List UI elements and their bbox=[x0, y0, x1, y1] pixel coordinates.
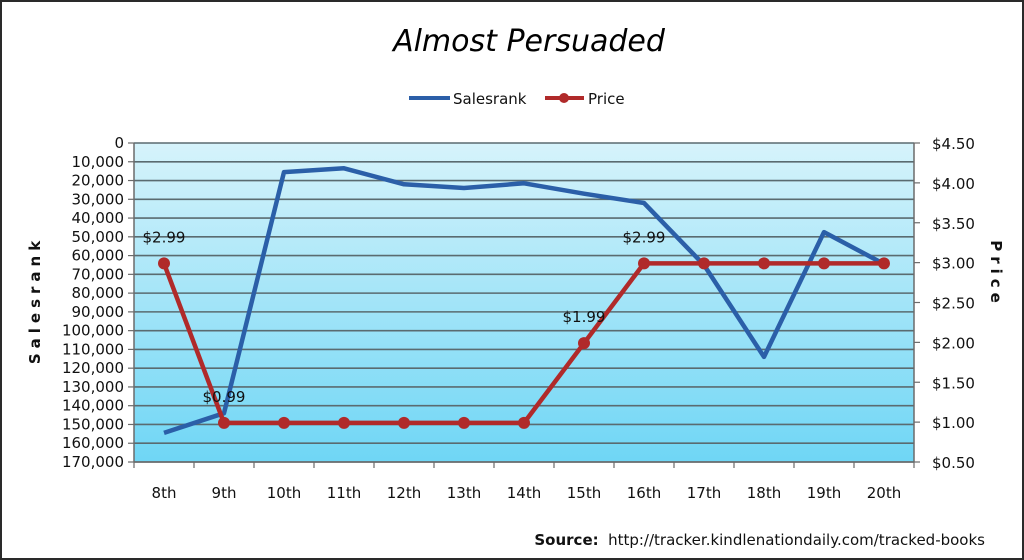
data-point-marker bbox=[818, 257, 830, 270]
y-axis-right: $4.50 $4.00 $3.50 $3.00 $2.50 $2.00 $1.50 $1.00… bbox=[913, 135, 975, 472]
x-axis: 8th 9th 10th 11th 12th 13th 14th 15th 16th 17th 18… bbox=[133, 461, 915, 502]
data-point-marker bbox=[878, 257, 890, 270]
y-tick-label: 120,000 bbox=[62, 359, 124, 377]
x-tick-label: 19th bbox=[807, 484, 841, 502]
y2-tick-label: $1.50 bbox=[932, 374, 975, 392]
data-point-marker bbox=[638, 257, 650, 270]
data-point-marker bbox=[398, 416, 410, 429]
legend: Salesrank Price bbox=[409, 90, 625, 108]
data-label: $2.99 bbox=[143, 228, 186, 246]
x-tick-label: 17th bbox=[687, 484, 721, 502]
y-tick-label: 150,000 bbox=[62, 415, 124, 433]
x-tick-label: 8th bbox=[152, 484, 177, 502]
data-point-marker bbox=[458, 416, 470, 429]
y-tick-label: 30,000 bbox=[72, 190, 125, 208]
legend-label: Salesrank bbox=[453, 90, 527, 108]
y2-tick-label: $2.50 bbox=[932, 295, 975, 313]
series bbox=[158, 166, 890, 436]
y-tick-label: 40,000 bbox=[72, 209, 125, 227]
data-label: $1.99 bbox=[563, 308, 606, 326]
x-tick-label: 14th bbox=[507, 484, 541, 502]
legend-marker-icon bbox=[559, 93, 569, 103]
y-tick-label: 60,000 bbox=[72, 247, 125, 265]
x-tick-label: 12th bbox=[387, 484, 421, 502]
y2-tick-label: $3.50 bbox=[932, 215, 975, 233]
data-point-marker bbox=[698, 257, 710, 270]
x-tick-label: 16th bbox=[627, 484, 661, 502]
source-note: Source: http://tracker.kindlenationdaily… bbox=[534, 531, 985, 549]
legend-label: Price bbox=[588, 90, 625, 108]
data-point-marker bbox=[758, 257, 770, 270]
x-tick-label: 11th bbox=[327, 484, 361, 502]
data-labels: $2.99 $0.99 $1.99 $2.99 bbox=[143, 228, 666, 405]
data-point-marker bbox=[158, 257, 170, 270]
y-tick-label: 50,000 bbox=[72, 228, 125, 246]
chart-title: Almost Persuaded bbox=[391, 24, 666, 59]
y2-tick-label: $3.00 bbox=[932, 255, 975, 273]
legend-item-price: Price bbox=[545, 90, 625, 108]
svg-text:Source: http://tracker.k: Source: http://tracker.kindlenationdaily… bbox=[534, 531, 985, 549]
y2-tick-label: $0.50 bbox=[932, 454, 975, 472]
data-point-marker bbox=[218, 416, 230, 429]
legend-item-salesrank: Salesrank bbox=[409, 90, 527, 108]
y-tick-label: 0 bbox=[114, 134, 124, 152]
y-axis-left: 010,00020,00030,00040,00050,00060,00070,… bbox=[62, 134, 135, 471]
series-salesrank bbox=[163, 166, 886, 436]
y-tick-label: 80,000 bbox=[72, 284, 125, 302]
x-tick-label: 20th bbox=[867, 484, 901, 502]
y2-tick-label: $4.50 bbox=[932, 135, 975, 153]
y-tick-label: 170,000 bbox=[62, 453, 124, 471]
y-tick-label: 130,000 bbox=[62, 378, 124, 396]
x-tick-label: 9th bbox=[212, 484, 237, 502]
y-tick-label: 140,000 bbox=[62, 397, 124, 415]
data-point-marker bbox=[518, 416, 530, 429]
y2-tick-label: $4.00 bbox=[932, 175, 975, 193]
data-point-marker bbox=[578, 337, 590, 350]
y-axis-title: Salesrank bbox=[26, 236, 44, 364]
y2-tick-label: $2.00 bbox=[932, 334, 975, 352]
x-tick-label: 18th bbox=[747, 484, 781, 502]
y2-tick-label: $1.00 bbox=[932, 414, 975, 432]
y-tick-label: 10,000 bbox=[72, 153, 125, 171]
y-tick-label: 70,000 bbox=[72, 265, 125, 283]
y-tick-label: 160,000 bbox=[62, 434, 124, 452]
data-label: $2.99 bbox=[623, 228, 666, 246]
y-tick-label: 20,000 bbox=[72, 172, 125, 190]
source-url: http://tracker.kindlenationdaily.com/tra… bbox=[608, 531, 985, 549]
y-tick-label: 100,000 bbox=[62, 322, 124, 340]
y-tick-label: 90,000 bbox=[72, 303, 125, 321]
plot-area bbox=[134, 143, 914, 462]
y2-axis-title: Price bbox=[987, 240, 1005, 308]
source-label: Source: bbox=[534, 531, 598, 549]
series-line bbox=[163, 166, 886, 436]
y-tick-label: 110,000 bbox=[62, 340, 124, 358]
data-label: $0.99 bbox=[203, 388, 246, 406]
x-tick-label: 15th bbox=[567, 484, 601, 502]
series-price bbox=[158, 257, 890, 429]
data-point-marker bbox=[338, 416, 350, 429]
x-tick-label: 10th bbox=[267, 484, 301, 502]
x-tick-label: 13th bbox=[447, 484, 481, 502]
data-point-marker bbox=[278, 416, 290, 429]
